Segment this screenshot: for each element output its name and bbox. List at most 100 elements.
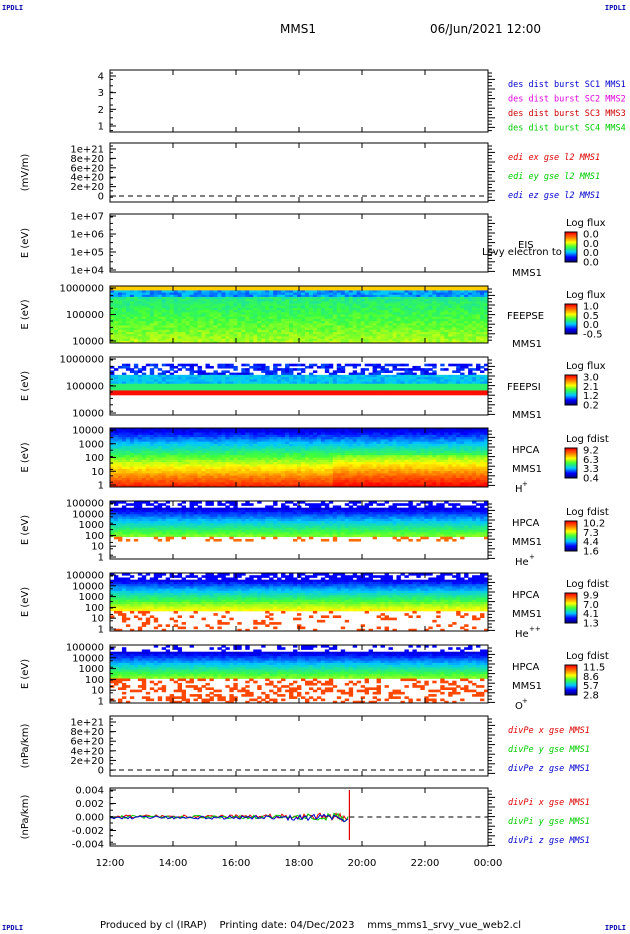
- spectrogram-cell: [456, 325, 461, 329]
- spectrogram-cell: [193, 323, 198, 326]
- spectrogram-cell: [340, 392, 346, 396]
- spectrogram-cell: [484, 340, 489, 344]
- spectrogram-cell: [173, 443, 179, 447]
- spectrogram-cell: [177, 307, 183, 311]
- spectrogram-cell: [149, 480, 155, 483]
- spectrogram-cell: [265, 323, 270, 326]
- spectrogram-cell: [161, 452, 167, 456]
- y-tick-label: 2e+20: [70, 182, 104, 193]
- spectrogram-cell: [209, 318, 214, 322]
- y-tick-label: 1e+04: [70, 266, 104, 277]
- spectrogram-cell: [480, 290, 485, 293]
- spectrogram-cell: [432, 299, 437, 302]
- spectrogram-cell: [436, 388, 441, 391]
- spectrogram-cell: [113, 482, 119, 486]
- spectrogram-cell: [360, 314, 366, 318]
- spectrogram-cell: [133, 334, 139, 337]
- spectrogram-cell: [336, 368, 342, 371]
- spectrogram-cell: [277, 390, 282, 394]
- spectrogram-cell: [225, 312, 230, 315]
- spectrogram-cell: [336, 290, 342, 293]
- spectrogram-cell: [133, 471, 139, 474]
- spectrogram-cell: [201, 334, 206, 337]
- spectrogram-cell: [161, 464, 167, 467]
- spectrogram-cell: [448, 377, 453, 380]
- spectrogram-cell: [189, 452, 194, 456]
- spectrogram-cell: [404, 301, 409, 304]
- spectrogram-cell: [424, 307, 429, 311]
- spectrogram-cell: [133, 457, 139, 461]
- spectrogram-cell: [308, 303, 314, 307]
- spectrogram-cell: [217, 316, 222, 320]
- colorbar-step: [565, 239, 577, 241]
- spectrogram-cell: [145, 314, 151, 318]
- spectrogram-cell: [380, 299, 385, 302]
- spectrogram-cell: [217, 390, 222, 394]
- spectrogram-cell: [173, 484, 179, 488]
- spectrogram-cell: [189, 370, 194, 374]
- spectrogram-cell: [229, 473, 234, 477]
- spectrogram-cell: [452, 303, 457, 307]
- spectrogram-cell: [133, 310, 139, 313]
- spectrogram-cell: [201, 446, 206, 449]
- spectrogram-cell: [273, 321, 278, 324]
- colorbar-step: [565, 252, 577, 254]
- spectrogram-cell: [440, 386, 445, 389]
- spectrogram-cell: [110, 383, 115, 387]
- spectrogram-cell: [464, 386, 469, 389]
- spectrogram-cell: [261, 455, 266, 458]
- spectrogram-cell: [137, 468, 143, 472]
- spectrogram-cell: [456, 305, 461, 309]
- spectrogram-cell: [376, 332, 381, 335]
- spectrogram-cell: [293, 288, 298, 291]
- spectrogram-cell: [356, 323, 362, 326]
- spectrogram-cell: [153, 286, 159, 289]
- spectrogram-cell: [233, 464, 238, 467]
- spectrogram-cell: [205, 301, 210, 304]
- spectrogram-cell: [253, 340, 258, 344]
- spectrogram-cell: [153, 310, 159, 313]
- spectrogram-cell: [193, 471, 198, 474]
- spectrogram-cell: [121, 329, 127, 333]
- spectrogram-cell: [356, 379, 362, 382]
- colorbar-step: [565, 310, 577, 312]
- spectrogram-cell: [269, 290, 274, 293]
- spectrogram-cell: [444, 288, 449, 291]
- spectrogram-cell: [472, 307, 477, 311]
- spectrogram-cell: [428, 390, 433, 394]
- spectrogram-cell: [209, 430, 214, 433]
- spectrogram-cell: [209, 288, 214, 291]
- spectrogram-cell: [177, 475, 183, 479]
- spectrogram-cell: [221, 316, 226, 320]
- spectrogram-cell: [245, 294, 250, 298]
- spectrogram-cell: [197, 365, 202, 369]
- spectrogram-cell: [113, 325, 119, 329]
- spectrogram-cell: [213, 386, 218, 389]
- spectrogram-cell: [149, 329, 155, 333]
- spectrogram-cell: [125, 329, 131, 333]
- spectrogram-cell: [416, 296, 421, 300]
- spectrogram-cell: [113, 301, 119, 304]
- spectrogram-cell: [205, 363, 210, 367]
- spectrogram-cell: [293, 377, 298, 380]
- spectrogram-cell: [110, 290, 115, 293]
- spectrogram-cell: [253, 452, 258, 456]
- spectrogram-cell: [408, 329, 413, 333]
- spectrogram-cell: [145, 434, 151, 438]
- spectrogram-cell: [193, 307, 198, 311]
- spectrogram-cell: [336, 327, 342, 331]
- spectrogram-cell: [281, 383, 286, 387]
- spectrogram-cell: [265, 340, 270, 344]
- spectrogram-cell: [189, 473, 194, 477]
- spectrogram-cell: [249, 377, 254, 380]
- spectrogram-cell: [352, 340, 358, 344]
- spectrogram-cell: [408, 301, 413, 304]
- spectrogram-cell: [273, 296, 278, 300]
- spectrogram-cell: [141, 307, 147, 311]
- spectrogram-cell: [161, 318, 167, 322]
- spectrogram-cell: [352, 303, 358, 307]
- spectrogram-cell: [137, 325, 143, 329]
- spectrogram-cell: [245, 428, 250, 431]
- spectrogram-cell: [476, 379, 481, 382]
- spectrogram-cell: [416, 321, 421, 324]
